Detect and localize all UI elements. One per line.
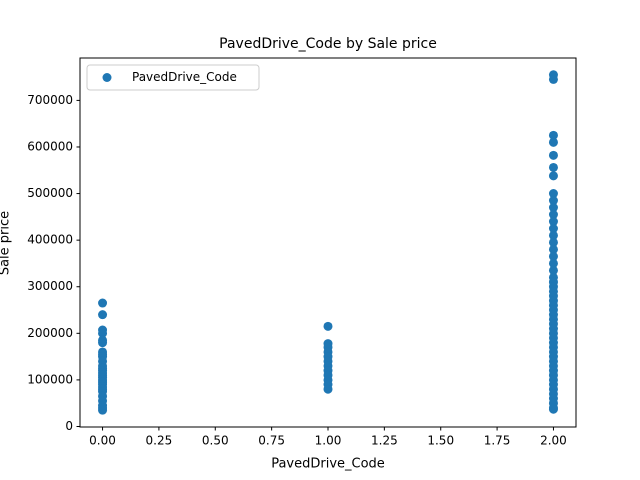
point: [548, 171, 558, 181]
point: [98, 338, 108, 348]
x-tick-label: 1.75: [484, 434, 511, 448]
x-tick-label: 1.25: [371, 434, 398, 448]
y-tick-label: 0: [65, 419, 73, 433]
x-tick-label: 0.50: [202, 434, 229, 448]
y-tick-label: 700000: [27, 93, 73, 107]
x-axis-label: PavedDrive_Code: [271, 457, 385, 472]
y-tick-label: 300000: [27, 279, 73, 293]
y-tick-label: 200000: [27, 326, 73, 340]
point: [548, 244, 558, 254]
point: [323, 384, 333, 394]
point: [548, 137, 558, 147]
x-tick-label: 2.00: [540, 434, 567, 448]
point: [548, 217, 558, 227]
point: [548, 74, 558, 84]
point: [548, 150, 558, 160]
point: [548, 230, 558, 240]
point: [548, 251, 558, 261]
y-tick-label: 400000: [27, 233, 73, 247]
y-tick-label: 100000: [27, 372, 73, 386]
point: [98, 310, 108, 320]
point: [548, 258, 558, 268]
point: [98, 298, 108, 308]
point: [548, 196, 558, 206]
point: [548, 130, 558, 140]
legend-marker: [102, 73, 112, 82]
y-tick-label: 600000: [27, 139, 73, 153]
x-tick-label: 1.00: [315, 434, 342, 448]
legend-label: PavedDrive_Code: [132, 70, 237, 84]
point: [98, 405, 108, 415]
axes-frame: [79, 57, 577, 428]
point: [548, 404, 558, 414]
legend-box: [86, 64, 260, 91]
point: [548, 224, 558, 234]
y-axis-label: Sale price: [0, 211, 13, 275]
point: [548, 210, 558, 220]
point: [548, 203, 558, 213]
y-tick-label: 500000: [27, 186, 73, 200]
point: [548, 237, 558, 247]
point: [548, 189, 558, 199]
chart-title: PavedDrive_Code by Sale price: [219, 36, 437, 52]
x-tick-label: 1.50: [427, 434, 454, 448]
x-tick-label: 0.00: [89, 434, 116, 448]
point: [323, 321, 333, 331]
point: [98, 328, 108, 338]
point: [548, 265, 558, 275]
x-tick-label: 0.75: [258, 434, 285, 448]
point: [548, 162, 558, 172]
x-tick-label: 0.25: [146, 434, 173, 448]
